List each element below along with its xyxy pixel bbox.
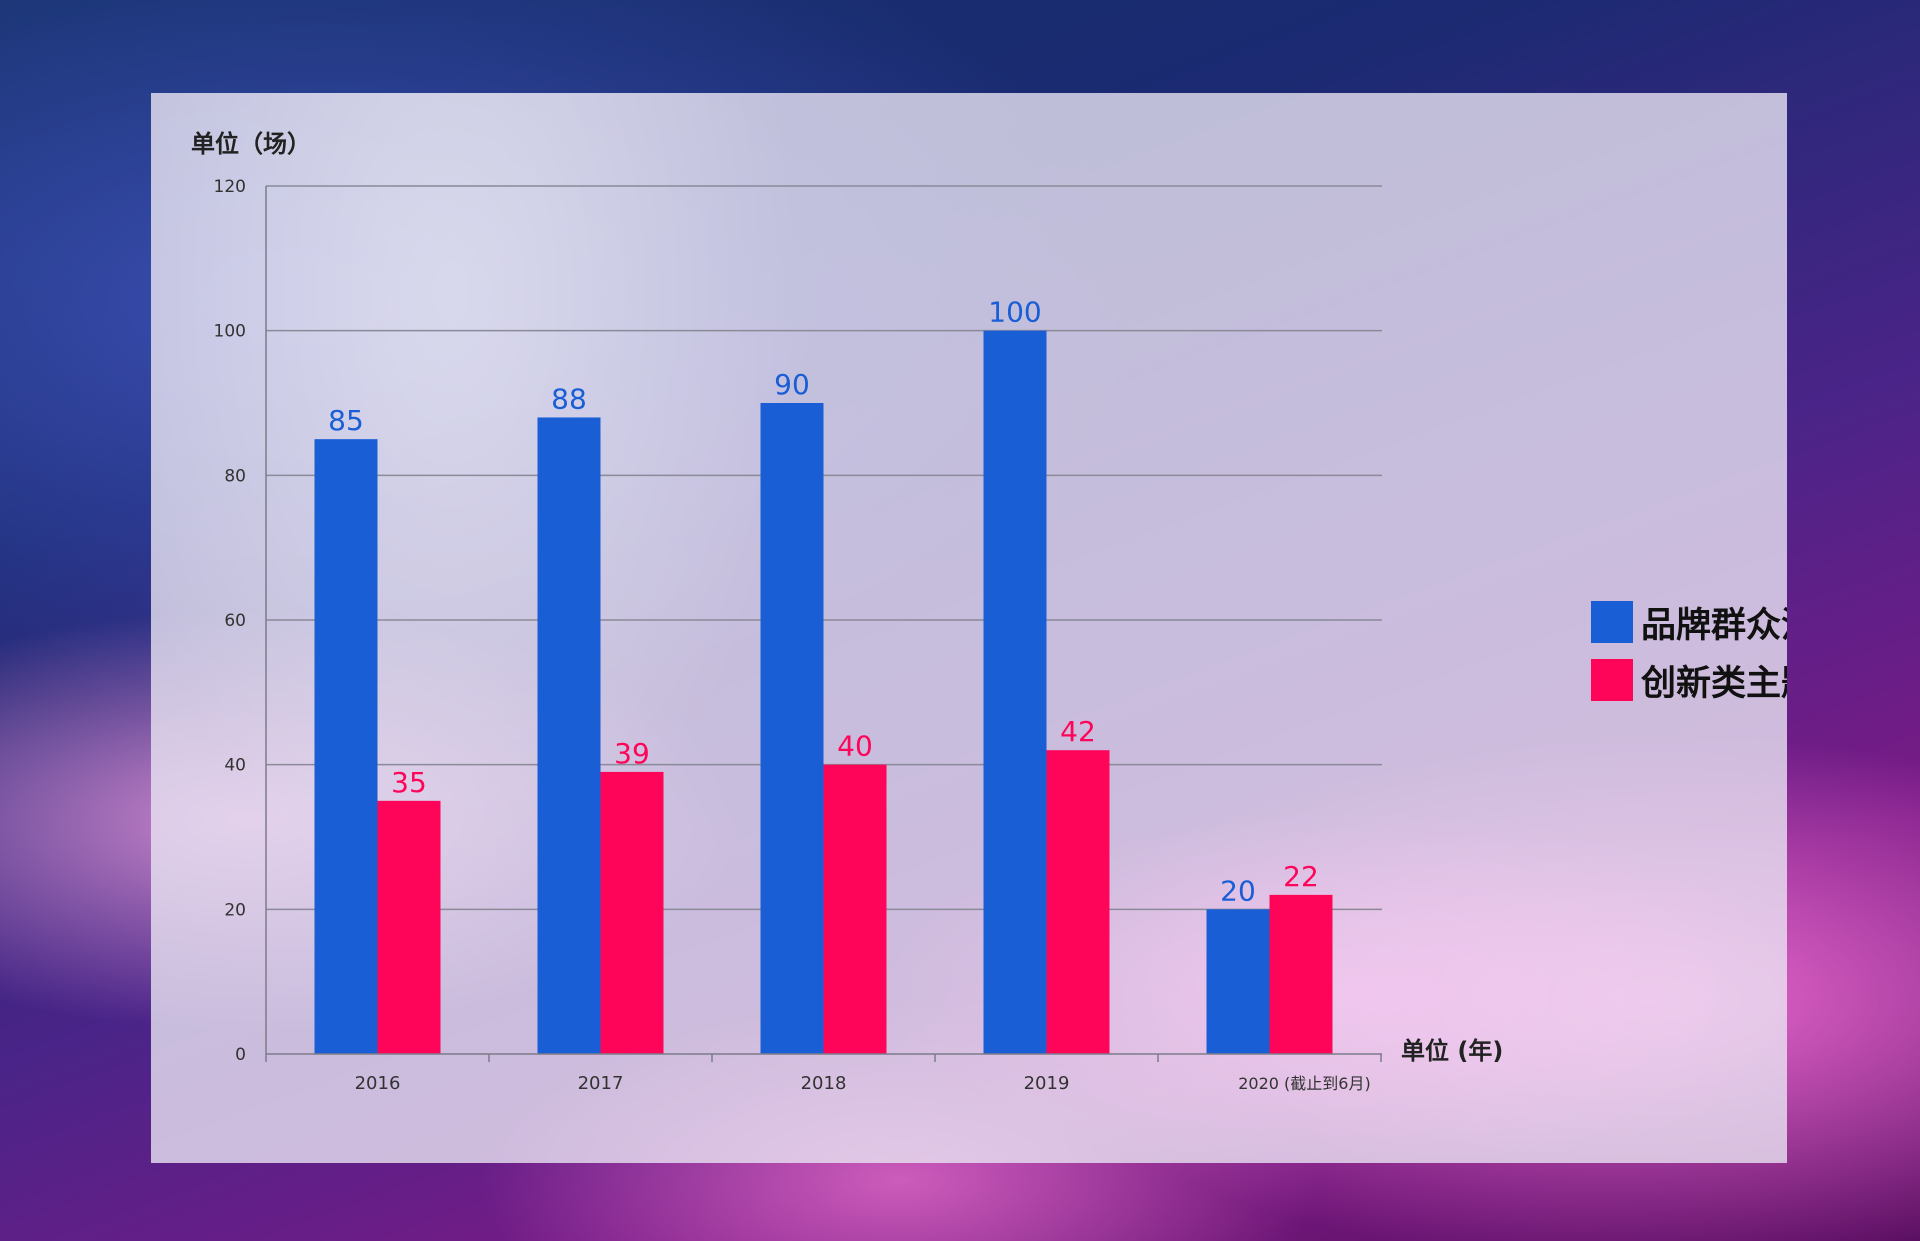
legend-item-innovation: 创新类主题活动场次 [1591, 651, 1787, 709]
value-label-innovation-3: 42 [1060, 715, 1096, 748]
gridlines [266, 185, 1382, 911]
bars: 85 35 88 39 90 40 100 42 20 22 [314, 296, 1333, 1055]
value-label-brand-2: 90 [774, 368, 810, 401]
value-label-brand-4: 20 [1220, 874, 1256, 907]
bar-brand-2 [760, 403, 824, 1054]
y-tick-label-40: 40 [224, 756, 246, 776]
value-label-innovation-2: 40 [837, 730, 873, 763]
legend-label-brand: 品牌群众活动演出场次 [1641, 605, 1787, 646]
value-label-brand-3: 100 [988, 296, 1041, 329]
legend-swatch-innovation [1591, 659, 1633, 701]
y-axis-label: 单位（场） [191, 130, 311, 158]
y-tick-label-100: 100 [214, 322, 246, 342]
x-tick-label-0: 2016 [355, 1073, 401, 1094]
bar-brand-3 [983, 330, 1047, 1054]
bar-chart: 单位（场） 单位 (年) 85 35 88 39 90 40 100 42 20 22 0 20 40… [191, 130, 1503, 1094]
x-tick-label-1: 2017 [578, 1073, 624, 1094]
bar-brand-0 [314, 439, 378, 1055]
bar-innovation-0 [377, 800, 441, 1054]
y-tick-label-20: 20 [224, 900, 246, 920]
value-label-innovation-1: 39 [614, 737, 650, 770]
x-tick-label-3: 2019 [1024, 1073, 1070, 1094]
bar-brand-4 [1206, 909, 1270, 1054]
bar-innovation-1 [600, 771, 664, 1054]
legend: 品牌群众活动演出场次 创新类主题活动场次 [1591, 593, 1787, 709]
value-label-brand-0: 85 [328, 404, 364, 437]
bar-innovation-4 [1269, 894, 1333, 1054]
chart-panel: 单位（场） 单位 (年) 85 35 88 39 90 40 100 42 20 22 0 20 40… [151, 93, 1787, 1163]
axes: 0 20 40 60 80 100 120 2016 2017 2018 2019 2020 (截止到… [214, 177, 1382, 1094]
value-label-innovation-0: 35 [391, 766, 427, 799]
bar-innovation-2 [823, 764, 887, 1054]
bar-innovation-3 [1046, 750, 1110, 1054]
bar-brand-1 [537, 417, 601, 1054]
x-tick-label-2: 2018 [801, 1073, 847, 1094]
legend-label-innovation: 创新类主题活动场次 [1641, 663, 1787, 704]
x-tick-label-4: 2020 (截止到6月) [1238, 1074, 1370, 1093]
value-label-innovation-4: 22 [1283, 860, 1319, 893]
y-tick-label-120: 120 [214, 177, 246, 197]
x-axis-label: 单位 (年) [1401, 1037, 1503, 1065]
value-label-brand-1: 88 [551, 382, 587, 415]
legend-swatch-brand [1591, 601, 1633, 643]
y-tick-label-0: 0 [235, 1045, 246, 1065]
y-tick-label-80: 80 [224, 466, 246, 486]
legend-item-brand: 品牌群众活动演出场次 [1591, 593, 1787, 651]
y-tick-label-60: 60 [224, 611, 246, 631]
